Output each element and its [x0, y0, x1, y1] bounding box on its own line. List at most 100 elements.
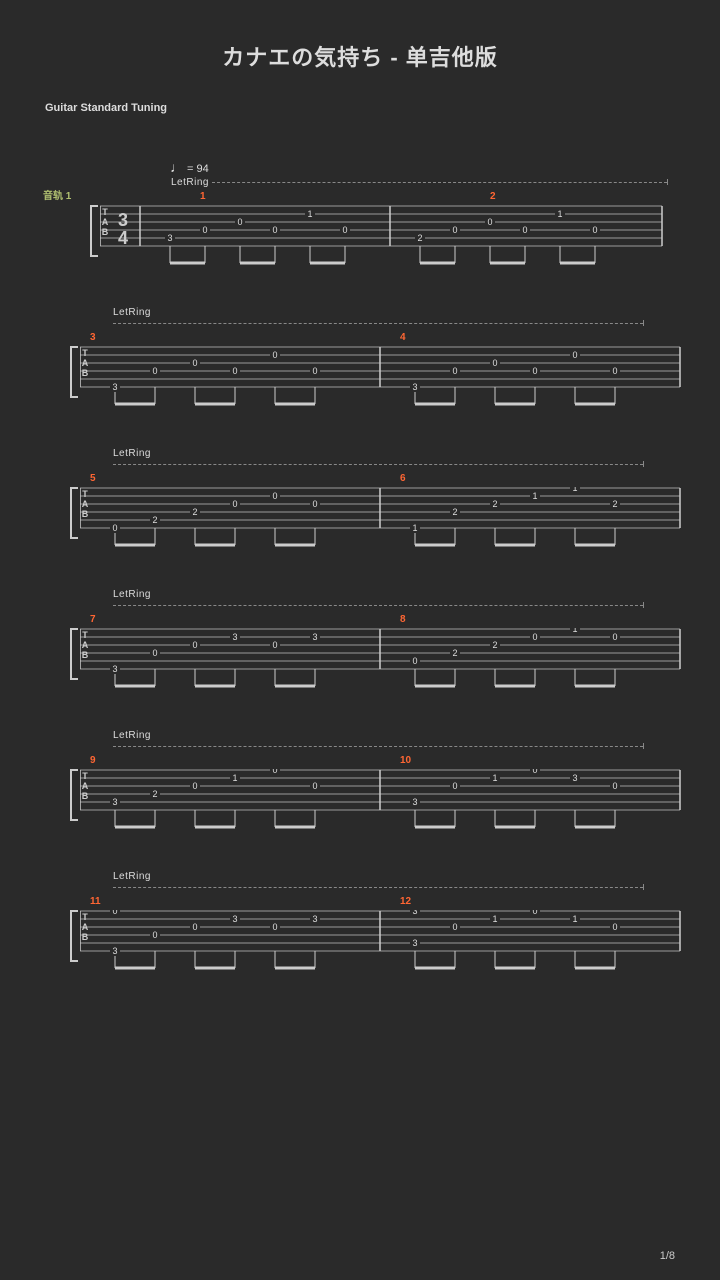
- staff-row: TAB300000300000: [80, 346, 675, 416]
- letring-label: LetRing: [113, 307, 675, 329]
- letring-label: LetRing: [171, 177, 675, 188]
- measure-number: 12: [400, 896, 411, 907]
- measure-numbers: 78: [45, 614, 675, 628]
- svg-text:2: 2: [492, 640, 497, 650]
- measure-number: 4: [400, 332, 406, 343]
- svg-text:0: 0: [312, 366, 317, 376]
- measure-number: 3: [90, 332, 96, 343]
- system-bracket: [70, 487, 78, 539]
- svg-text:3: 3: [112, 382, 117, 392]
- tab-system: LetRing 1112TAB30003033301010: [45, 871, 675, 980]
- tab-clef: TAB: [78, 348, 92, 378]
- svg-text:2: 2: [492, 499, 497, 509]
- svg-text:2: 2: [452, 507, 457, 517]
- tab-clef: TAB: [78, 630, 92, 660]
- measure-number: 9: [90, 755, 96, 766]
- svg-text:0: 0: [192, 922, 197, 932]
- svg-text:0: 0: [152, 930, 157, 940]
- svg-text:2: 2: [152, 789, 157, 799]
- svg-text:0: 0: [202, 225, 207, 235]
- measure-numbers: 1112: [45, 896, 675, 910]
- svg-text:0: 0: [232, 366, 237, 376]
- tempo-marking: ♩ = 94: [170, 159, 675, 175]
- svg-text:0: 0: [532, 910, 537, 916]
- letring-label: LetRing: [113, 871, 675, 893]
- staff-row: TAB300303022010: [80, 628, 675, 698]
- tab-staff: 30003033301010: [80, 910, 684, 980]
- svg-text:0: 0: [237, 217, 242, 227]
- svg-text:0: 0: [112, 910, 117, 916]
- svg-text:1: 1: [572, 628, 577, 634]
- svg-text:0: 0: [487, 217, 492, 227]
- measure-numbers: 34: [45, 332, 675, 346]
- measure-number: 8: [400, 614, 406, 625]
- svg-text:0: 0: [342, 225, 347, 235]
- svg-text:0: 0: [612, 632, 617, 642]
- measure-numbers: 9 10: [45, 755, 675, 769]
- measure-number: 7: [90, 614, 96, 625]
- svg-text:3: 3: [112, 946, 117, 956]
- svg-text:3: 3: [112, 797, 117, 807]
- svg-text:0: 0: [452, 366, 457, 376]
- tab-system: LetRing 910TAB320100301030: [45, 730, 675, 839]
- svg-text:0: 0: [272, 640, 277, 650]
- page-title: カナエの気持ち - 单吉他版: [45, 40, 675, 72]
- svg-text:0: 0: [532, 632, 537, 642]
- tab-clef: TAB: [78, 771, 92, 801]
- measure-number: 5: [90, 473, 96, 484]
- measure-number: 10: [400, 755, 411, 766]
- svg-text:0: 0: [112, 523, 117, 533]
- tuning-label: Guitar Standard Tuning: [45, 102, 675, 114]
- svg-text:0: 0: [532, 366, 537, 376]
- svg-text:0: 0: [272, 350, 277, 360]
- svg-text:1: 1: [492, 914, 497, 924]
- measure-number: 2: [490, 191, 496, 202]
- svg-text:0: 0: [272, 922, 277, 932]
- svg-text:0: 0: [192, 640, 197, 650]
- svg-text:3: 3: [232, 914, 237, 924]
- staff-row: TAB34300010200010: [100, 205, 675, 275]
- measure-numbers: 56: [45, 473, 675, 487]
- svg-text:0: 0: [452, 922, 457, 932]
- page-number: 1/8: [660, 1250, 675, 1262]
- tab-system: LetRing 34TAB300000300000: [45, 307, 675, 416]
- svg-text:3: 3: [412, 938, 417, 948]
- svg-text:0: 0: [312, 499, 317, 509]
- staff-row: TAB30003033301010: [80, 910, 675, 980]
- svg-text:1: 1: [492, 773, 497, 783]
- svg-text:0: 0: [612, 781, 617, 791]
- svg-text:2: 2: [192, 507, 197, 517]
- letring-label: LetRing: [113, 730, 675, 752]
- svg-text:2: 2: [452, 648, 457, 658]
- tab-staff: 300010200010: [100, 205, 664, 275]
- svg-text:0: 0: [152, 366, 157, 376]
- system-bracket: [70, 769, 78, 821]
- staff-row: TAB022000122112: [80, 487, 675, 557]
- svg-text:1: 1: [532, 491, 537, 501]
- svg-text:2: 2: [612, 499, 617, 509]
- svg-text:3: 3: [412, 382, 417, 392]
- svg-text:0: 0: [232, 499, 237, 509]
- svg-text:2: 2: [152, 515, 157, 525]
- staff-row: TAB320100301030: [80, 769, 675, 839]
- measure-numbers: 12: [45, 191, 675, 205]
- tab-systems: ♩ = 94LetRing 音轨 112TAB34300010200010Let…: [45, 159, 675, 980]
- svg-text:3: 3: [412, 797, 417, 807]
- time-signature: 34: [118, 211, 128, 247]
- svg-text:0: 0: [272, 491, 277, 501]
- svg-text:1: 1: [572, 914, 577, 924]
- tab-system: LetRing 56TAB022000122112: [45, 448, 675, 557]
- svg-text:0: 0: [592, 225, 597, 235]
- svg-text:3: 3: [112, 664, 117, 674]
- svg-text:0: 0: [192, 781, 197, 791]
- tab-clef: TAB: [78, 912, 92, 942]
- svg-text:3: 3: [312, 632, 317, 642]
- svg-text:0: 0: [532, 769, 537, 775]
- svg-text:3: 3: [232, 632, 237, 642]
- svg-text:3: 3: [167, 233, 172, 243]
- svg-text:0: 0: [492, 358, 497, 368]
- tab-system: LetRing 78TAB300303022010: [45, 589, 675, 698]
- svg-text:0: 0: [192, 358, 197, 368]
- system-bracket: [90, 205, 98, 257]
- tab-staff: 022000122112: [80, 487, 684, 557]
